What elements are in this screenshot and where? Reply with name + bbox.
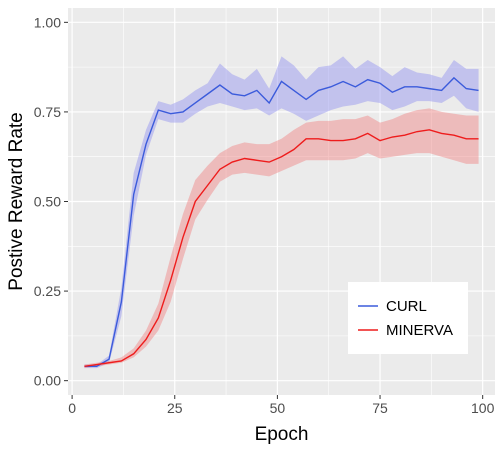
confidence-bands bbox=[84, 56, 479, 369]
y-tick-label: 0.00 bbox=[34, 373, 61, 389]
x-axis-title: Epoch bbox=[255, 424, 309, 445]
curl-series-line bbox=[84, 76, 479, 368]
y-tick-label: 1.00 bbox=[34, 14, 61, 30]
x-tick-label: 100 bbox=[471, 400, 495, 416]
legend: CURL MINERVA bbox=[348, 282, 468, 354]
plot-panel bbox=[68, 8, 495, 395]
y-axis-title: Postive Reward Rate bbox=[6, 112, 27, 290]
curl-legend-label: CURL bbox=[386, 298, 427, 315]
minerva-legend-label: MINERVA bbox=[386, 322, 453, 339]
y-axis: 0.00 0.25 0.50 0.75 1.00 bbox=[34, 14, 68, 389]
y-tick-label: 0.75 bbox=[34, 104, 61, 120]
x-tick-label: 50 bbox=[270, 400, 286, 416]
curl-confidence-band bbox=[84, 56, 479, 369]
legend-box bbox=[348, 282, 468, 354]
x-tick-label: 25 bbox=[167, 400, 183, 416]
x-tick-label: 0 bbox=[68, 400, 76, 416]
x-tick-label: 75 bbox=[372, 400, 388, 416]
y-tick-label: 0.25 bbox=[34, 283, 61, 299]
minerva-confidence-band bbox=[84, 108, 479, 369]
x-axis: 0 25 50 75 100 bbox=[68, 395, 495, 416]
series-lines bbox=[84, 76, 479, 368]
minerva-series-line bbox=[84, 129, 479, 368]
y-tick-label: 0.50 bbox=[34, 194, 61, 210]
